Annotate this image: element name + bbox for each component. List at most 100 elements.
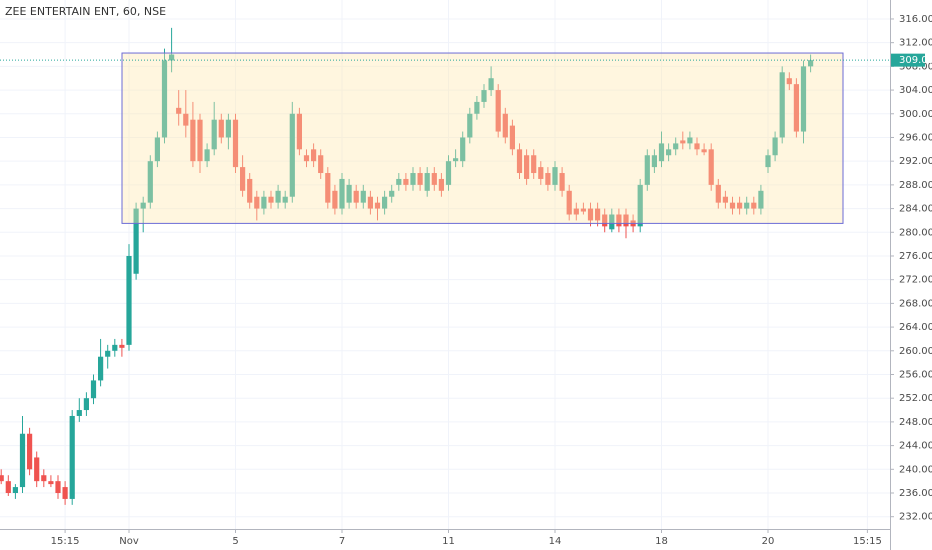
candle-body [254,196,260,209]
candle-body [580,208,586,212]
y-tick-label: 288.00 [899,180,932,191]
candle-body [296,113,302,150]
axes: 232.00 236.00 240.00 244.00 248.00 252.00 256.… [51,14,932,547]
last-price-tag [891,53,925,67]
candle-body [793,84,799,132]
candle-body [410,173,416,185]
y-tick-label: 256.00 [899,369,932,380]
candle-body [62,487,68,499]
candle-body [382,196,388,209]
candle-body [69,415,75,499]
x-tick-label: 20 [762,536,775,547]
y-tick-label: 244.00 [899,441,932,452]
y-tick-label: 308.00 [899,61,932,72]
x-tick-label: 15:15 [51,536,80,547]
candle-body [786,78,792,85]
candle-body [673,143,679,150]
candle-body [325,173,331,203]
y-tick-label: 296.00 [899,132,932,143]
candle-body [133,208,139,274]
candle-body [247,178,253,203]
y-tick-label: 252.00 [899,393,932,404]
candle-body [488,78,494,91]
candle-body [90,380,97,399]
x-tick-label: 15:15 [853,536,882,547]
candle-body [19,433,26,488]
x-tick-label: 5 [232,536,238,547]
candle-body [566,190,572,215]
candle-body [666,149,672,156]
x-tick-label: 14 [549,536,562,547]
candle-body [509,125,515,150]
candle-body [34,457,40,482]
candle-body [12,487,18,494]
candle-body [367,196,373,209]
candle-body [353,190,359,203]
candle-body [531,155,537,174]
candle-body [0,475,4,482]
candle-body [5,481,11,494]
candle-body [83,398,89,411]
x-tick-label: 11 [442,536,455,547]
candle-body [360,190,366,203]
candle-body [147,161,153,203]
candle-body [616,214,622,227]
candle-body [460,137,466,162]
y-tick-label: 248.00 [899,417,932,428]
candle-body [27,433,33,470]
candle-body [737,202,743,209]
candle-body [495,90,501,132]
y-tick-label: 268.00 [899,298,932,309]
candle-body [524,155,530,179]
y-tick-label: 312.00 [899,38,932,49]
candle-body [431,173,437,185]
overlay [0,52,890,224]
candle-body [339,178,345,209]
candle-body [722,196,728,203]
candle-body [105,350,111,357]
candle-body [538,167,544,179]
candle-body [268,196,274,203]
candle-body [176,107,182,114]
candle-body [374,202,381,209]
candle-body [140,202,146,209]
candle-body [197,119,203,162]
candle-body [779,72,785,138]
candle-body [708,149,714,185]
grid [0,0,890,529]
candle-body [751,202,757,209]
y-tick-label: 276.00 [899,251,932,262]
y-tick-label: 280.00 [899,227,932,238]
candle-body [765,155,771,168]
candle-body [424,173,430,191]
candle-body [651,155,657,168]
y-tick-label: 236.00 [899,488,932,499]
candle-body [211,119,217,150]
candle-body [240,167,246,191]
y-tick-label: 272.00 [899,275,932,286]
candle-body [311,149,317,162]
candle-body [438,178,444,191]
candle-body [658,143,665,162]
candle-body [282,196,288,203]
candle-body [76,410,82,416]
candle-body [445,161,452,185]
candle-body [232,119,239,168]
candle-body [637,184,643,227]
y-tick-label: 284.00 [899,204,932,215]
y-tick-label: 232.00 [899,512,932,523]
candle-body [729,202,736,209]
candle-body [318,155,324,174]
x-tick-label: 18 [655,536,668,547]
candle-body [800,66,807,132]
x-tick-label: Nov [119,536,139,547]
candle-body [303,155,310,162]
candle-body [161,60,168,138]
candle-body [744,202,750,209]
candle-body [602,214,608,227]
candle-body [623,214,629,227]
candle-body [694,143,700,150]
candle-body [41,475,47,482]
